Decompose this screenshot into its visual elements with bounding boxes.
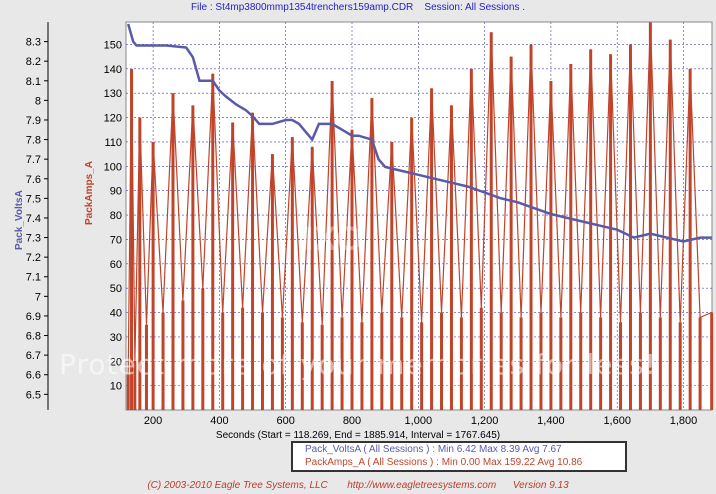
right-axis-tick-label: 30 <box>110 332 122 344</box>
left-axis-tick-label: 6.9 <box>26 311 41 323</box>
left-axis-tick-label: 7.9 <box>26 115 41 127</box>
legend: Pack_VoltsA ( All Sessions ) : Min 6.42 … <box>291 441 627 472</box>
y-axis-label-left: Pack_VoltsA <box>14 190 25 250</box>
amps-series <box>126 22 714 410</box>
left-axis-tick-label: 7.4 <box>26 213 41 225</box>
right-axis-tick-label: 20 <box>110 356 122 368</box>
left-axis-tick-label: 6.8 <box>26 331 41 343</box>
x-axis-ticks: 200 400 600 800 1,000 1,200 1,400 1,600 1,800 <box>144 415 697 427</box>
footer-version: Version 9.13 <box>512 480 569 491</box>
y-axis-label-right: PackAmps_A <box>84 161 95 225</box>
right-axis-tick-label: 50 <box>110 283 122 295</box>
legend-entry-volts: Pack_VoltsA ( All Sessions ) : Min 6.42 … <box>305 444 562 455</box>
right-axis-tick-label: 100 <box>104 161 122 173</box>
left-axis-tick-label: 6.7 <box>26 350 41 362</box>
x-tick-label: 1,600 <box>603 415 631 427</box>
session-label: Session: All Sessions . <box>424 2 526 13</box>
left-axis-tick-label: 7.2 <box>26 252 41 264</box>
left-axis-tick-label: 8.1 <box>26 76 41 88</box>
footer-copyright: (C) 2003-2010 Eagle Tree Systems, LLC <box>147 480 328 491</box>
left-axis-tick-label: 7.5 <box>26 193 41 205</box>
right-axis-tick-label: 90 <box>110 186 122 198</box>
x-tick-label: 1,200 <box>471 415 499 427</box>
amps-series-line <box>127 22 712 374</box>
watermark-text: Protect more of your memories for less! <box>59 348 657 381</box>
footer-url[interactable]: http://www.eagletreesystems.com <box>347 480 497 491</box>
right-axis-tick-label: 140 <box>104 64 122 76</box>
x-tick-label: 600 <box>277 415 295 427</box>
right-axis-tick-label: 10 <box>110 381 122 393</box>
left-axis-tick-label: 7.6 <box>26 174 41 186</box>
right-axis-tick-label: 40 <box>110 308 122 320</box>
left-axis-ticks: 8.3 8.2 8.1 8 7.9 7.8 7.7 7.6 7.5 7.4 7.3 7.2 7.1 7 6.… <box>26 37 48 401</box>
x-tick-label: 1,400 <box>537 415 565 427</box>
watermark-logo: IXO <box>304 220 363 258</box>
x-tick-label: 1,800 <box>670 415 698 427</box>
left-axis-tick-label: 8.2 <box>26 56 41 68</box>
right-axis-tick-label: 110 <box>104 137 122 149</box>
chart-header: File : St4mp3800mmp1354trenchers159amp.C… <box>0 2 716 13</box>
right-axis-tick-label: 60 <box>110 259 122 271</box>
right-axis-ticks: 150 140 130 120 110 100 90 80 70 60 50 40 30 20 10 <box>104 39 122 392</box>
legend-entry-amps: PackAmps_A ( All Sessions ) : Min 0.00 M… <box>305 457 583 468</box>
left-axis-tick-label: 6.6 <box>26 370 41 382</box>
left-axis-tick-label: 7.7 <box>26 154 41 166</box>
footer: (C) 2003-2010 Eagle Tree Systems, LLC ht… <box>0 480 716 491</box>
x-tick-label: 800 <box>343 415 361 427</box>
left-axis-tick-label: 8.3 <box>26 37 41 49</box>
right-axis-tick-label: 120 <box>104 113 122 125</box>
x-tick-label: 1,000 <box>405 415 433 427</box>
left-axis-tick-label: 7.3 <box>26 233 41 245</box>
right-axis-tick-label: 130 <box>104 88 122 100</box>
left-axis-tick-label: 7 <box>35 291 41 303</box>
file-label: File : St4mp3800mmp1354trenchers159amp.C… <box>190 2 414 13</box>
right-axis-tick-label: 150 <box>104 39 122 51</box>
left-axis-tick-label: 8 <box>35 95 41 107</box>
x-tick-label: 200 <box>144 415 162 427</box>
left-axis-tick-label: 6.5 <box>26 389 41 401</box>
volts-series-line <box>126 23 712 243</box>
right-axis-tick-label: 80 <box>110 210 122 222</box>
left-axis-tick-label: 7.8 <box>26 135 41 147</box>
left-axis-tick-label: 7.1 <box>26 272 41 284</box>
right-axis-tick-label: 70 <box>110 234 122 246</box>
x-axis-label: Seconds (Start = 118.269, End = 1885.914… <box>215 430 501 441</box>
x-tick-label: 400 <box>210 415 228 427</box>
